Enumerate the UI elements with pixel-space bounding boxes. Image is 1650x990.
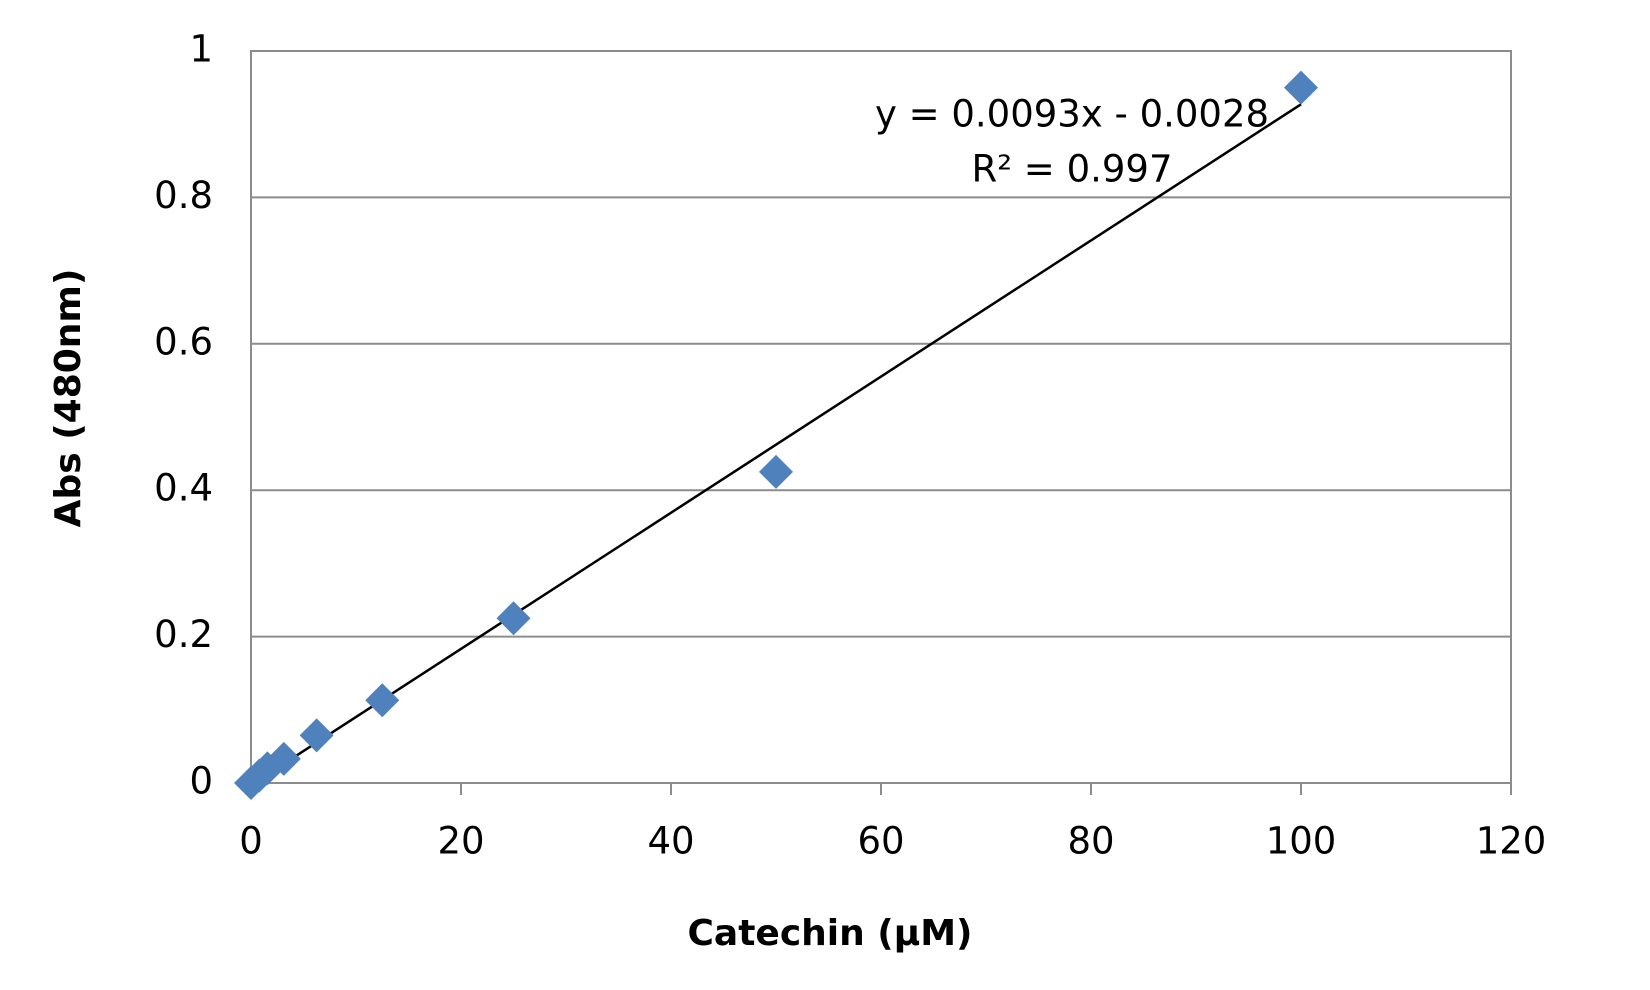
y-axis-title: Abs (480nm) — [48, 269, 89, 528]
trendline-r2: R² = 0.997 — [972, 148, 1173, 191]
x-tick-label: 80 — [1067, 820, 1114, 863]
y-tick-label: 0 — [189, 760, 213, 803]
x-tick-label: 0 — [239, 820, 263, 863]
data-point — [1284, 70, 1318, 105]
y-tick-label: 1 — [189, 28, 213, 71]
x-tick-label: 100 — [1266, 820, 1337, 863]
x-tick-label: 120 — [1476, 820, 1547, 863]
y-tick-label: 0.8 — [154, 174, 213, 217]
x-tick-label: 40 — [647, 820, 694, 863]
data-point — [266, 741, 301, 776]
y-tick-label: 0.2 — [154, 613, 213, 656]
data-point — [496, 601, 531, 636]
data-point — [759, 454, 793, 489]
x-tick-label: 60 — [857, 820, 904, 863]
data-point — [365, 683, 400, 718]
data-point — [299, 718, 334, 753]
trendline-equation: y = 0.0093x - 0.0028 — [875, 93, 1269, 136]
y-tick-label: 0.4 — [154, 467, 213, 510]
trendline — [250, 103, 1302, 787]
y-tick-label: 0.6 — [154, 320, 213, 363]
x-tick-label: 20 — [437, 820, 484, 863]
x-axis-title: Catechin (µM) — [687, 913, 972, 954]
